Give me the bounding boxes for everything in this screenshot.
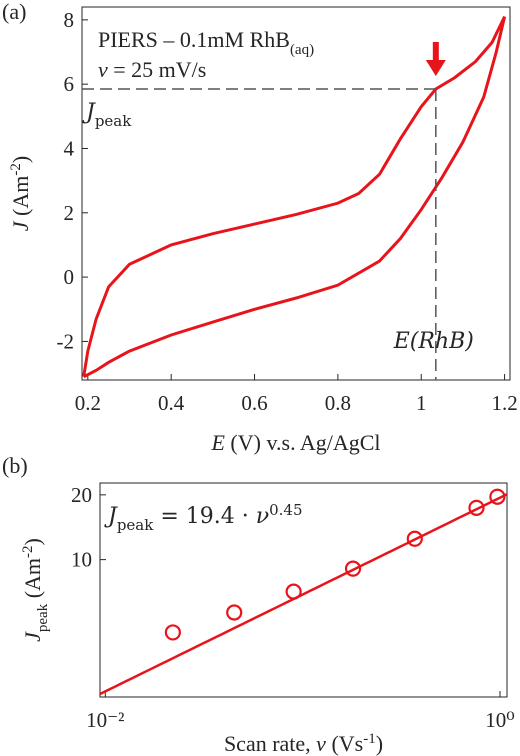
text-part: J — [20, 631, 45, 642]
text-part: peak — [95, 112, 132, 130]
text-part: 0.45 — [269, 501, 302, 519]
y-tick-label: 0 — [64, 265, 75, 289]
text-part: ν — [98, 57, 108, 82]
text-part: J — [82, 100, 96, 125]
legend-line1: PIERS – 0.1mM RhB(aq) — [98, 27, 314, 58]
x-tick-label: 0.8 — [325, 391, 351, 415]
x-tick-label: 1 — [416, 391, 427, 415]
text-part: ) — [8, 156, 33, 163]
x-tick-label: 0.6 — [241, 391, 267, 415]
text-part: J — [104, 504, 118, 529]
plot-area — [100, 488, 507, 696]
y-axis-label: Jpeak (Am-2) — [20, 538, 51, 642]
x-tick-label: 10⁰ — [485, 708, 514, 732]
text-part: J — [8, 220, 33, 231]
plot-area — [82, 15, 507, 380]
plot-frame — [81, 6, 511, 381]
text-part: (Am — [8, 176, 33, 222]
data-point — [468, 499, 485, 516]
fit-line — [100, 493, 507, 696]
cv-curve — [82, 15, 507, 379]
data-point — [406, 530, 423, 547]
panel-label: (a) — [2, 0, 26, 24]
y-axis-label: J (Am-2) — [8, 156, 33, 231]
text-part: = 19.4 · — [153, 504, 255, 529]
data-point — [285, 583, 302, 600]
legend-line2: ν = 25 mV/s — [98, 57, 206, 82]
x-tick-label: 10⁻² — [86, 708, 124, 732]
text-part: ) — [20, 538, 45, 545]
text-part: -2 — [20, 545, 36, 558]
data-point — [344, 560, 362, 577]
x-axis-label: Scan rate, ν (Vs-1) — [224, 731, 383, 756]
text-part: (aq) — [290, 42, 314, 58]
x-axis-label: E (V) v.s. Ag/AgCl — [210, 430, 380, 455]
plot-frame — [99, 482, 508, 698]
y-tick-label: 10 — [71, 548, 92, 572]
text-part: (Am — [20, 558, 45, 604]
text-part: -1 — [363, 731, 376, 747]
text-part: (V) v.s. Ag/AgCl — [225, 430, 381, 455]
text-part: = 25 mV/s — [108, 57, 207, 82]
text-part: peak — [117, 516, 154, 534]
data-point — [226, 604, 243, 621]
panel-label: (b) — [2, 453, 28, 478]
text-part: peak — [35, 603, 51, 632]
y-tick-label: 20 — [71, 483, 92, 507]
fit-equation: Jpeak = 19.4 · ν0.45 — [104, 501, 303, 534]
y-tick-label: 2 — [64, 201, 75, 225]
text-part: Scan rate, — [224, 731, 316, 756]
peak-label: Jpeak — [82, 100, 132, 130]
text-part: ν — [316, 731, 326, 756]
peak-arrow — [425, 42, 446, 76]
y-tick-label: -2 — [57, 329, 75, 353]
x-tick-label: 1.2 — [491, 391, 517, 415]
text-part: ) — [376, 731, 383, 756]
text-part: -2 — [8, 163, 24, 176]
x-tick-label: 0.2 — [75, 391, 101, 415]
y-tick-label: 8 — [64, 8, 75, 32]
text-part: (Vs — [326, 731, 363, 756]
data-point — [489, 488, 506, 505]
data-point — [164, 624, 181, 641]
x-tick-label: 0.4 — [158, 391, 185, 415]
y-tick-label: 6 — [64, 72, 75, 96]
text-part: PIERS – 0.1mM RhB — [98, 27, 290, 52]
text-part: ν — [256, 504, 269, 529]
text-part: E — [210, 430, 225, 455]
y-tick-label: 4 — [64, 136, 75, 160]
e-rhb-label: E(RhB) — [393, 329, 474, 354]
